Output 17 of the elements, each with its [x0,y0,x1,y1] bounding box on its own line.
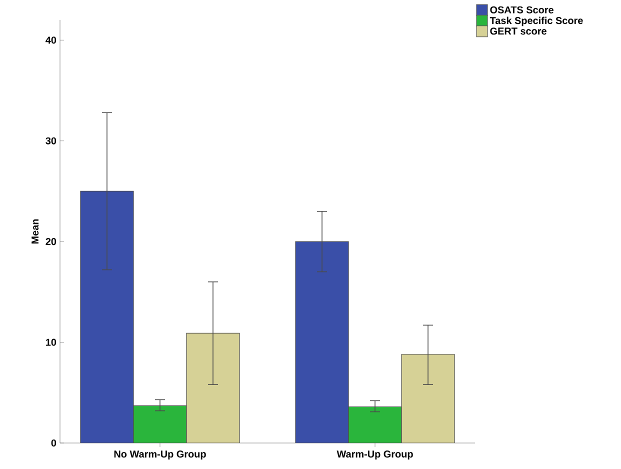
legend-label: OSATS Score [490,6,554,14]
bar [80,190,134,443]
y-axis-title: Mean [32,219,39,244]
y-tick-label: 40 [46,36,56,44]
legend-label: GERT score [490,28,546,35]
y-tick-label: 10 [46,338,56,346]
bar [133,405,187,443]
bar [401,354,455,443]
x-tick-label: No Warm-Up Group [114,450,206,460]
y-tick-label: 20 [46,238,56,246]
y-tick-label: 30 [46,137,56,144]
bar [295,241,349,443]
bar [186,332,240,443]
x-tick-label: Warm-Up Group [336,450,413,460]
legend-label: Task Specific Score [490,16,583,26]
y-tick-label: 0 [51,439,56,447]
bar [348,406,402,443]
